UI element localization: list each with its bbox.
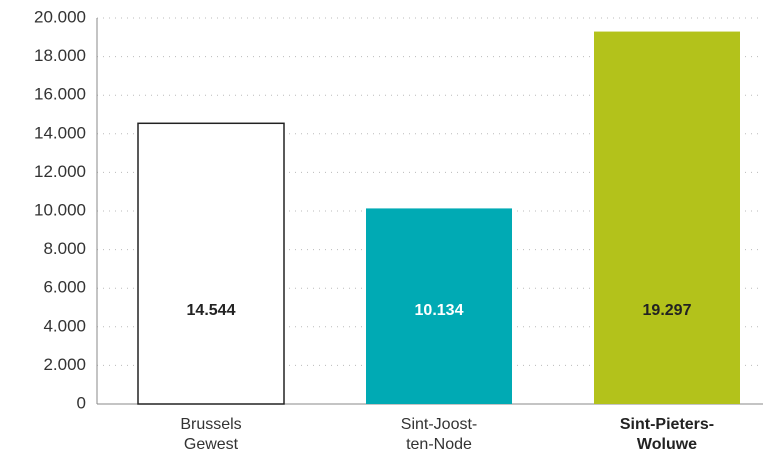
y-tick-label: 18.000 [34, 46, 86, 65]
value-label: 19.297 [643, 302, 692, 319]
y-tick-label: 4.000 [43, 316, 86, 335]
value-label: 14.544 [187, 302, 236, 319]
x-tick-label: Sint-Joost-ten-Node [400, 416, 478, 453]
bar [594, 31, 740, 404]
y-tick-label: 2.000 [43, 355, 86, 374]
value-label: 10.134 [415, 302, 464, 319]
y-tick-label: 16.000 [34, 85, 86, 104]
bar [137, 122, 285, 405]
bar [366, 208, 512, 404]
y-tick-label: 8.000 [43, 239, 86, 258]
y-tick-label: 20.000 [34, 7, 86, 26]
y-tick-label: 10.000 [34, 200, 86, 219]
x-tick-label: Brussels Gewest [180, 416, 242, 453]
y-tick-label: 14.000 [34, 123, 86, 142]
y-tick-label: 12.000 [34, 162, 86, 181]
y-tick-label: 6.000 [43, 278, 86, 297]
y-tick-label: 0 [77, 393, 86, 412]
x-tick-label: Sint-Pieters-Woluwe [619, 416, 715, 453]
